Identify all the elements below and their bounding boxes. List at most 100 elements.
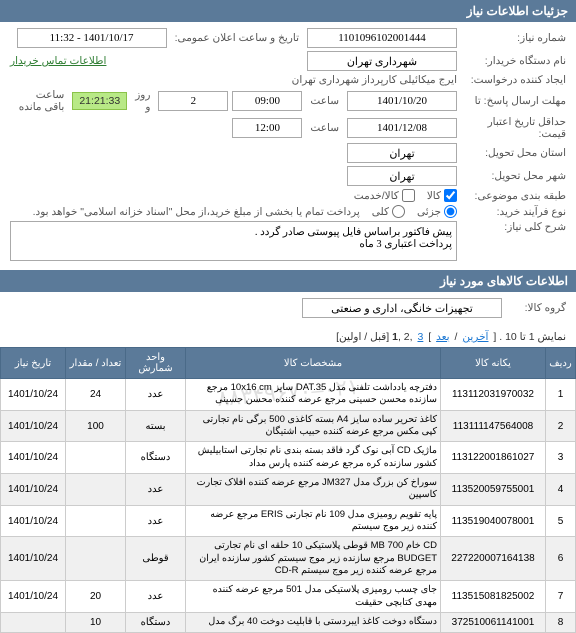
cell-n: 5	[546, 505, 576, 537]
cell-unit: عدد	[126, 474, 186, 506]
table-row: 8372510061141001دستگاه دوخت کاغذ ایبردست…	[1, 613, 576, 632]
pager-last[interactable]: آخرین	[462, 331, 488, 343]
contact-link[interactable]: اطلاعات تماس خریدار	[10, 55, 106, 67]
partial-radio[interactable]	[444, 205, 457, 218]
goods-checkbox[interactable]	[444, 189, 457, 202]
budget-label: طبقه بندی موضوعی:	[461, 190, 566, 202]
cell-n: 2	[546, 410, 576, 442]
deadline-date-input[interactable]	[347, 91, 457, 111]
pager-sep2: ]	[425, 331, 434, 343]
cell-unit: دستگاه	[126, 613, 186, 632]
creator-label: ایجاد کننده درخواست:	[461, 74, 566, 86]
buytype-label: نوع فرآیند خرید:	[461, 206, 566, 218]
th-row: ردیف	[546, 348, 576, 379]
pager-sep1: /	[452, 331, 461, 343]
partial-radio-item[interactable]: جزئی	[417, 205, 457, 218]
goods-cb-label: کالا	[427, 190, 441, 202]
cell-date: 1401/10/24	[1, 537, 66, 581]
cell-n: 1	[546, 379, 576, 411]
goods-header: اطلاعات کالاهای مورد نیاز	[0, 270, 576, 292]
need-number-input[interactable]	[307, 28, 457, 48]
th-code: یکانه کالا	[441, 348, 546, 379]
full-label: کلی	[372, 206, 389, 218]
table-body: 1113112031970032دفترچه یادداشت تلفنی مدل…	[1, 379, 576, 633]
goods-table: ردیف یکانه کالا مشخصات کالا واحد شمارش ت…	[0, 347, 576, 633]
group-label: گروه کالا:	[506, 302, 566, 314]
day-and-label: روز و	[131, 89, 154, 113]
cell-unit: قوطی	[126, 537, 186, 581]
cell-unit: بسته	[126, 410, 186, 442]
pager-p3[interactable]: 3	[417, 331, 423, 343]
cell-qty: 100	[66, 410, 126, 442]
creator-value: ایرج میکائیلی کارپرداز شهرداری تهران	[292, 74, 457, 86]
cell-desc: دستگاه دوخت کاغذ ایبردستی با قابلیت دوخت…	[186, 613, 441, 632]
announce-input[interactable]	[17, 28, 167, 48]
full-radio-item[interactable]: کلی	[372, 205, 405, 218]
service-checkbox-item[interactable]: کالا/خدمت	[354, 189, 415, 202]
pager-next[interactable]: بعد	[436, 331, 450, 343]
cell-code: 113520059755001	[441, 474, 546, 506]
countdown-box: 21:21:33	[72, 92, 127, 110]
pager-prefix: نمایش 1 تا 10 . [	[490, 331, 566, 343]
cell-date	[1, 613, 66, 632]
buyer-input[interactable]	[307, 51, 457, 71]
cell-date: 1401/10/24	[1, 410, 66, 442]
cell-code: 372510061141001	[441, 613, 546, 632]
announce-label: تاریخ و ساعت اعلان عمومی:	[171, 32, 303, 44]
cell-date: 1401/10/24	[1, 379, 66, 411]
th-desc: مشخصات کالا	[186, 348, 441, 379]
city-label: شهر محل تحویل:	[461, 170, 566, 182]
cell-qty: 20	[66, 581, 126, 613]
cell-qty: 10	[66, 613, 126, 632]
table-row: 2113111147564008کاغذ تحریر ساده سایز A4 …	[1, 410, 576, 442]
cell-qty	[66, 474, 126, 506]
description-textarea[interactable]	[10, 221, 457, 261]
th-qty: تعداد / مقدار	[66, 348, 126, 379]
table-row: 4113520059755001سوراخ کن بزرگ مدل JM327 …	[1, 474, 576, 506]
cell-desc: جای چسب رومیزی پلاستیکی مدل 501 مرجع عرض…	[186, 581, 441, 613]
table-row: 7113515081825002جای چسب رومیزی پلاستیکی …	[1, 581, 576, 613]
goods-form: گروه کالا:	[0, 292, 576, 327]
table-row: 3113122001861027ماژیک CD آبی نوک گرد فاق…	[1, 442, 576, 474]
form-section: شماره نیاز: تاریخ و ساعت اعلان عمومی: نا…	[0, 22, 576, 270]
cell-unit: عدد	[126, 505, 186, 537]
full-radio[interactable]	[392, 205, 405, 218]
header-title: جزئیات اطلاعات نیاز	[467, 4, 568, 18]
pager: نمایش 1 تا 10 . [ آخرین / بعد ] 3 ,2 ,1 …	[0, 327, 576, 347]
deadline-time-input[interactable]	[232, 91, 302, 111]
pager-suffix: [قبل / اولین]	[336, 331, 392, 343]
time-label-2: ساعت	[306, 122, 343, 134]
table-row: 5113519040078001پایه تقویم رومیزی مدل 10…	[1, 505, 576, 537]
desc-label: شرح کلی نیاز:	[461, 221, 566, 233]
validity-time-input[interactable]	[232, 118, 302, 138]
cell-unit: دستگاه	[126, 442, 186, 474]
cell-code: 113122001861027	[441, 442, 546, 474]
deadline-label: مهلت ارسال پاسخ: تا	[461, 95, 566, 107]
cell-date: 1401/10/24	[1, 474, 66, 506]
table-row: 1113112031970032دفترچه یادداشت تلفنی مدل…	[1, 379, 576, 411]
cell-date: 1401/10/24	[1, 442, 66, 474]
cell-date: 1401/10/24	[1, 505, 66, 537]
cell-qty: 24	[66, 379, 126, 411]
remaining-label: ساعت باقی مانده	[10, 89, 68, 113]
cell-code: 113519040078001	[441, 505, 546, 537]
service-checkbox[interactable]	[402, 189, 415, 202]
cell-desc: کاغذ تحریر ساده سایز A4 بسته کاغذی 500 ب…	[186, 410, 441, 442]
table-header-row: ردیف یکانه کالا مشخصات کالا واحد شمارش ت…	[1, 348, 576, 379]
cell-n: 4	[546, 474, 576, 506]
province-input[interactable]	[347, 143, 457, 163]
cell-qty	[66, 505, 126, 537]
cell-code: 227220007164138	[441, 537, 546, 581]
goods-checkbox-item[interactable]: کالا	[427, 189, 457, 202]
cell-unit: عدد	[126, 379, 186, 411]
days-input[interactable]	[158, 91, 228, 111]
validity-date-input[interactable]	[347, 118, 457, 138]
province-label: استان محل تحویل:	[461, 147, 566, 159]
city-input[interactable]	[347, 166, 457, 186]
validity-label: حداقل تاریخ اعتبار قیمت:	[461, 116, 566, 140]
group-input[interactable]	[302, 298, 502, 318]
th-unit: واحد شمارش	[126, 348, 186, 379]
goods-header-title: اطلاعات کالاهای مورد نیاز	[440, 274, 568, 288]
cell-desc: ماژیک CD آبی نوک گرد فاقد بسته بندی نام …	[186, 442, 441, 474]
cell-date: 1401/10/24	[1, 581, 66, 613]
